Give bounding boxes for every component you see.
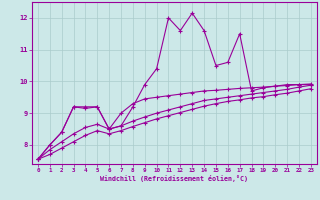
X-axis label: Windchill (Refroidissement éolien,°C): Windchill (Refroidissement éolien,°C) xyxy=(100,175,248,182)
